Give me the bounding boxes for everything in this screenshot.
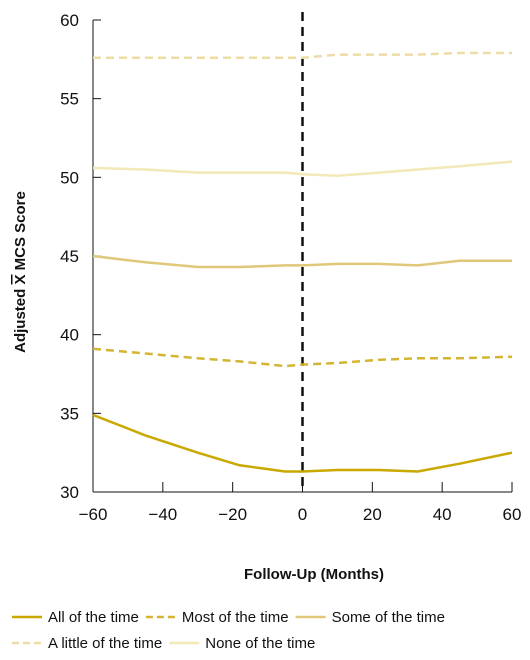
x-tick-label: 0 [298, 505, 307, 524]
y-tick-label: 50 [60, 168, 79, 187]
x-tick-label: 40 [433, 505, 452, 524]
y-tick-label: 40 [60, 326, 79, 345]
series-line-3 [92, 254, 512, 269]
x-tick-label: −20 [218, 505, 247, 524]
y-tick-label: 35 [60, 404, 79, 423]
y-tick-label: 55 [60, 90, 79, 109]
y-axis-title-part: Adjusted [12, 285, 29, 353]
y-axis: 30 35 40 45 50 55 60 [60, 11, 101, 502]
series-line-5 [92, 160, 513, 178]
x-axis-title: Follow-Up (Months) [244, 566, 384, 583]
x-tick-label: −60 [79, 505, 108, 524]
legend-label-1: All of the time [48, 609, 139, 626]
y-tick-label: 30 [60, 483, 79, 502]
legend-label-2: Most of the time [182, 609, 289, 626]
y-tick-label: 60 [60, 11, 79, 30]
legend-label-4: A little of the time [48, 635, 162, 652]
legend-label-3: Some of the time [332, 609, 445, 626]
y-axis-title-part: MCS Score [12, 191, 29, 274]
legend: All of the time Most of the time Some of t… [12, 609, 445, 652]
series-line-2 [92, 347, 513, 368]
x-tick-label: 20 [363, 505, 382, 524]
series-line-1 [92, 413, 513, 473]
legend-label-5: None of the time [205, 635, 315, 652]
x-tick-label: −40 [148, 505, 177, 524]
y-tick-label: 45 [60, 247, 79, 266]
x-axis: −60 −40 −20 0 20 40 60 [79, 482, 522, 524]
y-axis-title: Adjusted X MCS Score [12, 191, 29, 353]
series-layer [92, 51, 513, 473]
y-axis-title-xbar: X [12, 275, 29, 285]
series-line-4 [93, 51, 512, 60]
x-tick-label: 60 [503, 505, 522, 524]
